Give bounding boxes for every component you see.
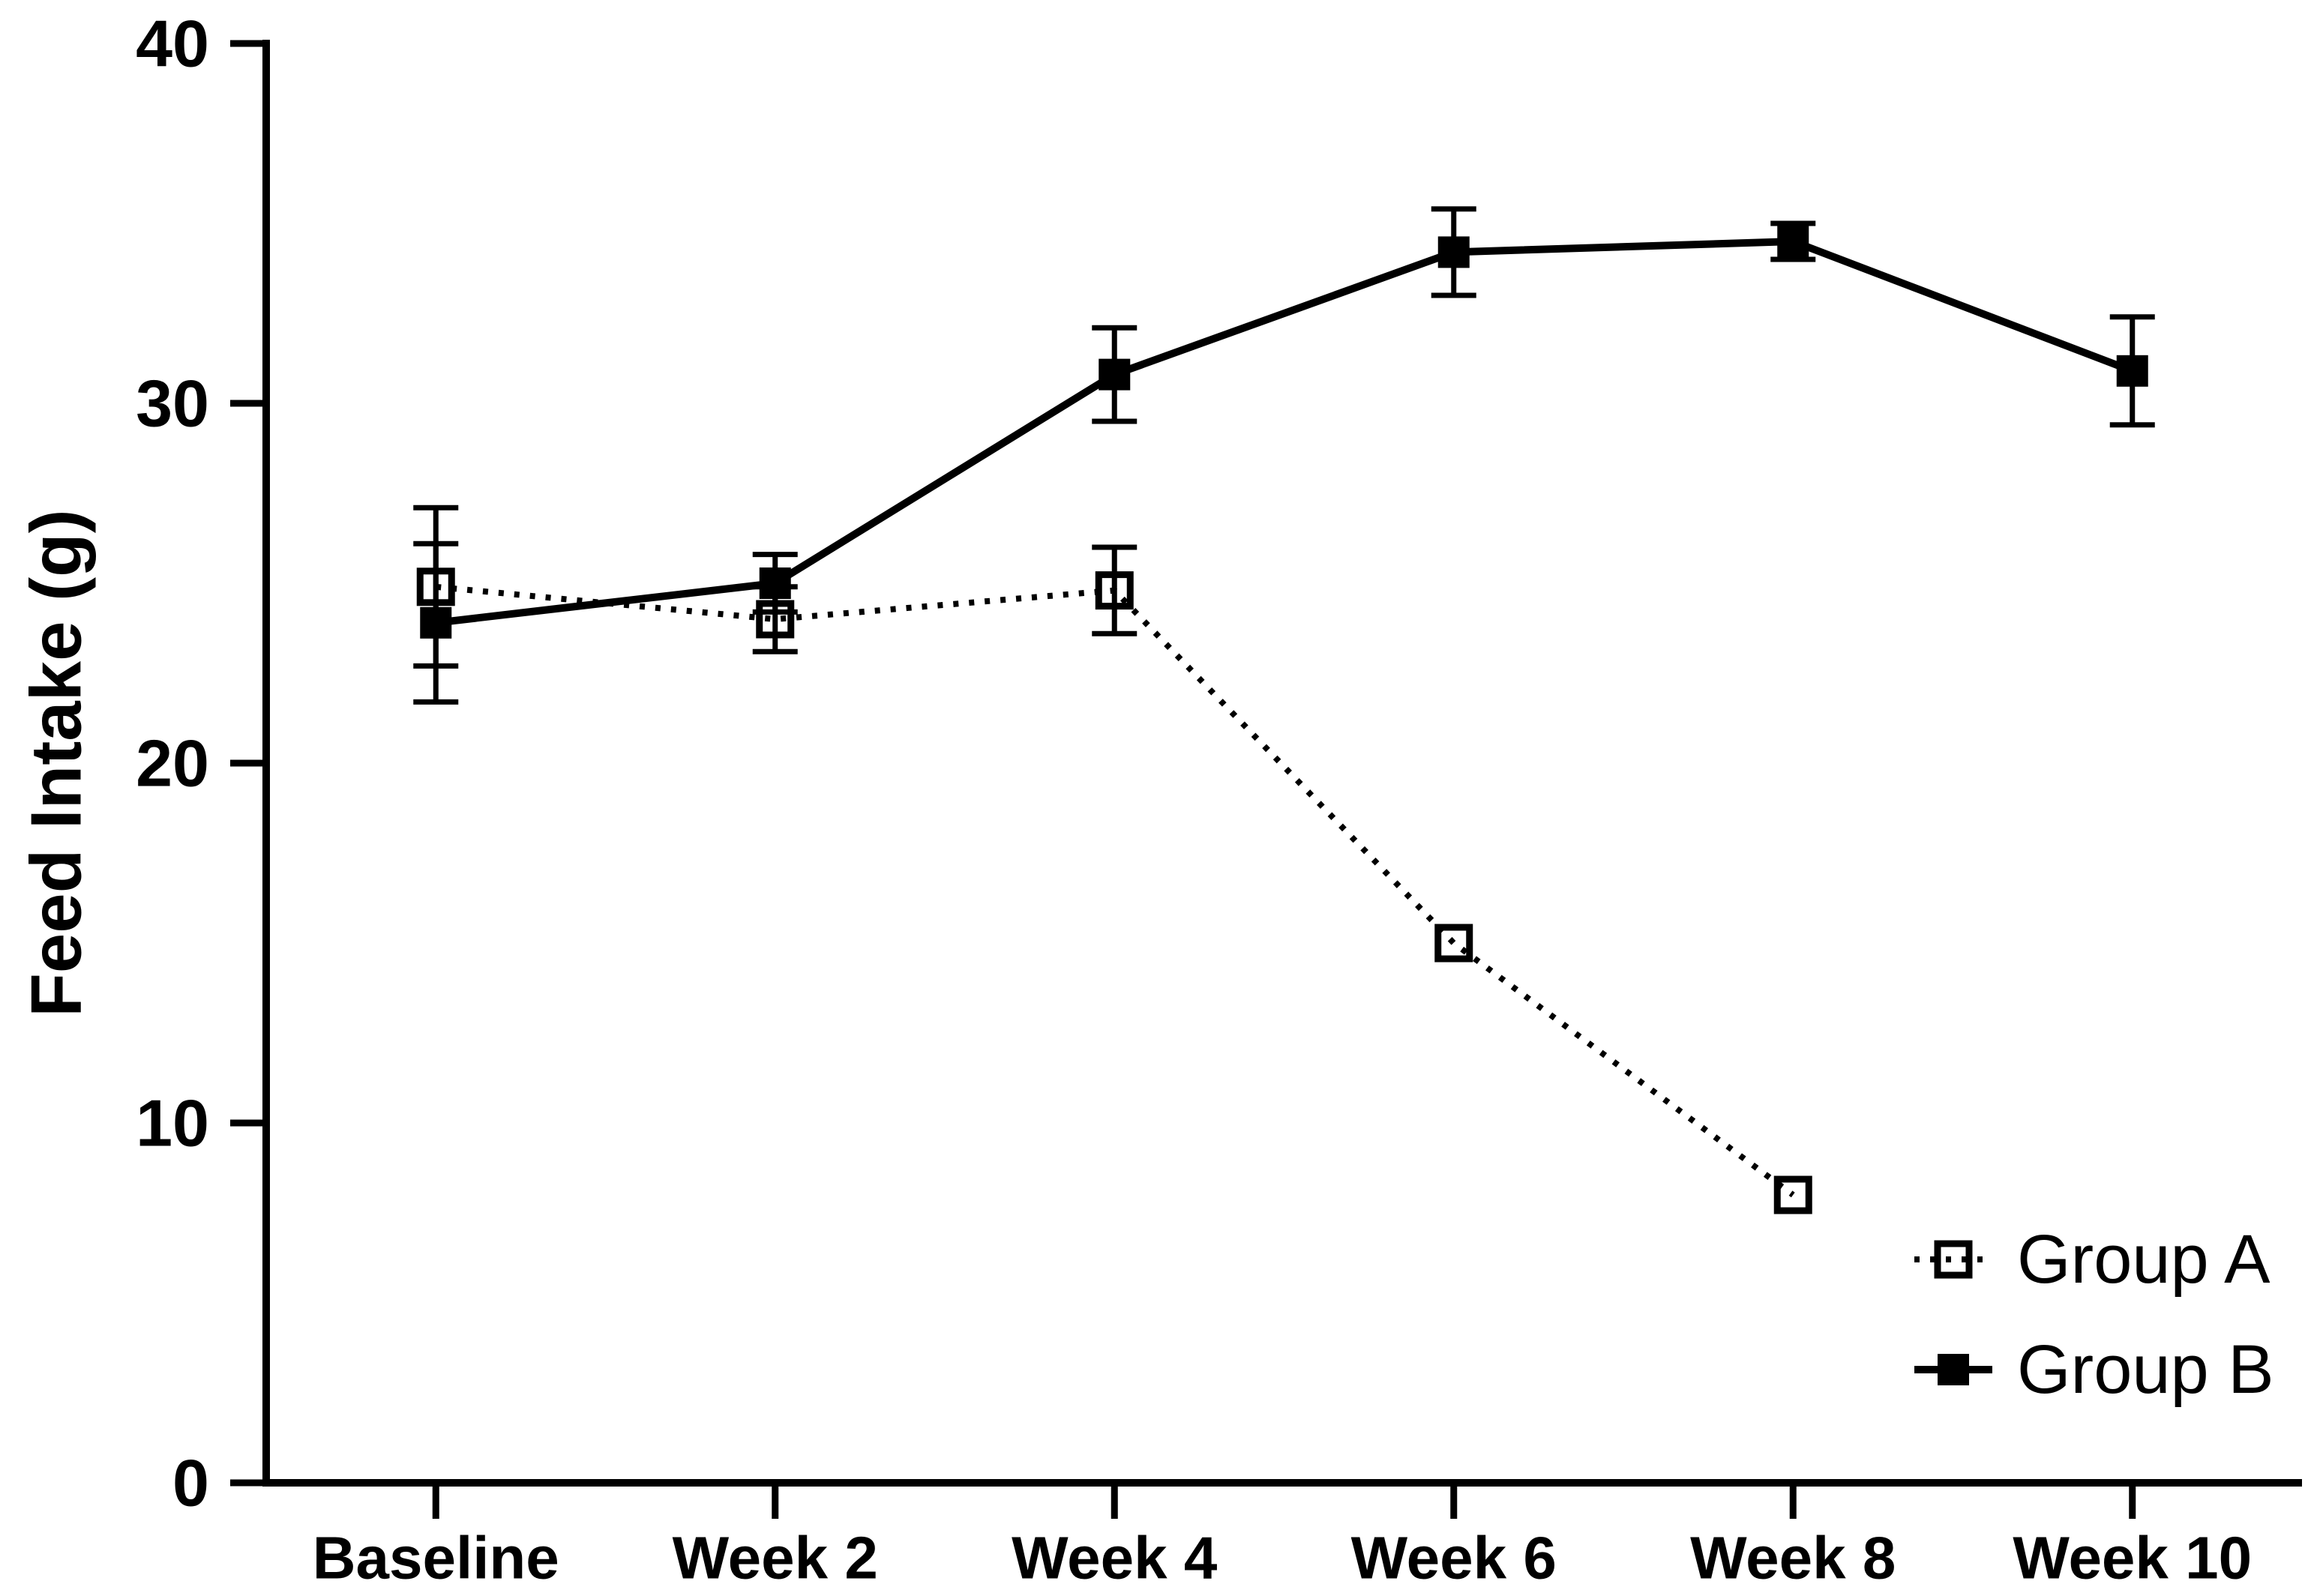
filled-square-marker <box>1777 226 1809 257</box>
open-square-marker <box>416 567 455 606</box>
legend-open-square-marker <box>1934 1240 1973 1279</box>
filled-square-marker <box>1099 358 1131 391</box>
series-line-group-b <box>435 237 2134 627</box>
legend-item-group-a: Group A <box>1914 1221 2271 1298</box>
error-bars-group-b <box>413 206 2155 705</box>
series-line-group-a <box>435 583 1795 1198</box>
y-tick-label: 20 <box>136 726 209 801</box>
series-markers-group-b <box>420 226 2148 639</box>
y-axis-title: Feed Intake (g) <box>16 509 97 1017</box>
x-tick-label: Week 2 <box>673 1525 878 1592</box>
x-tick-label: Week 4 <box>1012 1525 1218 1592</box>
filled-square-marker <box>759 567 791 599</box>
legend-label: Group A <box>2017 1221 2271 1298</box>
y-tick-label: 0 <box>172 1446 209 1520</box>
open-square-marker <box>756 600 795 639</box>
y-tick-label: 40 <box>136 7 209 81</box>
legend: Group A Group B <box>1914 1221 2274 1408</box>
y-tick-label: 30 <box>136 367 209 441</box>
series-markers-group-a <box>416 567 1812 1214</box>
legend-label: Group B <box>2017 1331 2274 1408</box>
filled-square-marker <box>420 606 452 639</box>
legend-item-group-b: Group B <box>1914 1331 2274 1408</box>
filled-square-marker <box>1437 236 1470 268</box>
x-tick-label: Baseline <box>313 1525 559 1592</box>
legend-filled-square-marker <box>1938 1354 1969 1385</box>
open-square-marker <box>1773 1175 1812 1214</box>
x-tick-label: Week 10 <box>2013 1525 2252 1592</box>
filled-square-marker <box>2116 355 2148 387</box>
x-tick-label: Week 6 <box>1351 1525 1557 1592</box>
open-square-marker <box>1095 571 1134 610</box>
x-tick-label: Week 8 <box>1690 1525 1896 1592</box>
open-square-marker <box>1434 924 1473 963</box>
y-tick-label: 10 <box>136 1086 209 1160</box>
